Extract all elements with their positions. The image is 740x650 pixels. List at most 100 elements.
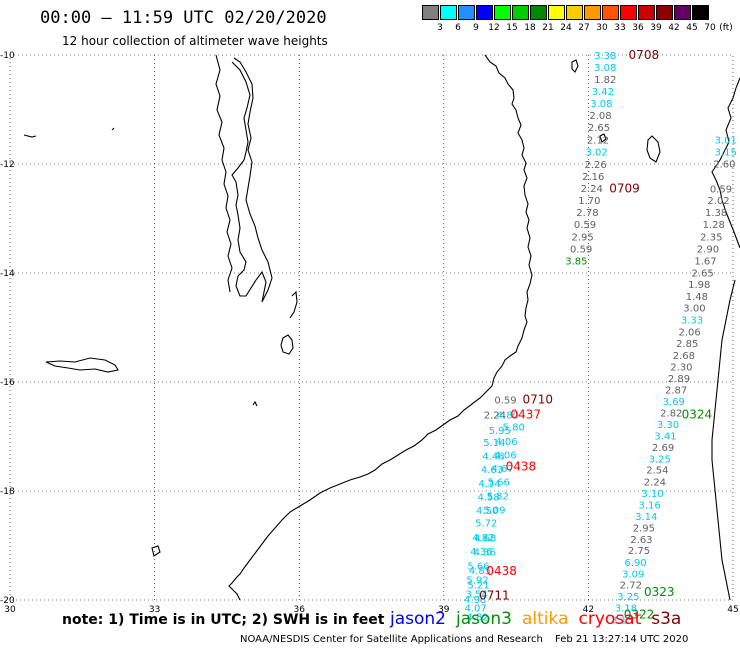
wave-height-value: 1.67	[694, 256, 716, 267]
wave-height-value: 2.63	[630, 535, 652, 546]
anjouan	[599, 133, 607, 143]
madagascar-west	[711, 279, 736, 601]
small-lake-west	[23, 134, 37, 138]
wave-height-value: 1.48	[686, 292, 708, 303]
wave-height-value: 5.72	[475, 519, 497, 530]
legend-bin-label: 9	[473, 23, 479, 33]
wave-height-value: 2.95	[571, 232, 593, 243]
legend-unit: (ft)	[719, 23, 733, 33]
wave-height-value: 5.82	[487, 491, 509, 502]
wave-height-value: 1.28	[703, 220, 725, 231]
legend-bin-label: 12	[488, 23, 500, 33]
wave-height-value: 2.02	[707, 196, 729, 207]
legend-swatch	[638, 5, 655, 20]
small-lake-east	[289, 290, 298, 319]
pass-time-label: 0323	[644, 585, 675, 599]
wave-height-value: 2.90	[697, 244, 719, 255]
wave-height-value: 3.14	[635, 512, 657, 523]
wave-height-value: 3.69	[663, 397, 685, 408]
wave-height-value: 2.54	[646, 466, 668, 477]
wave-height-value: 3.42	[592, 87, 614, 98]
wave-height-value: 2.95	[633, 524, 655, 535]
wave-height-value: 1.98	[688, 280, 710, 291]
wave-height-value: 2.65	[692, 268, 714, 279]
wave-height-value: 4.36	[470, 547, 492, 558]
lat-tick-label: -12	[0, 160, 15, 170]
wave-height-value: 0.59	[710, 185, 732, 196]
legend-swatch	[458, 5, 475, 20]
map-frame	[9, 54, 734, 601]
wave-height-value: 6.90	[625, 558, 647, 569]
wave-height-value: 2.65	[588, 123, 610, 134]
wave-height-value: 4.06	[495, 437, 517, 448]
satellite-name: altika	[522, 609, 569, 629]
wave-height-value: 3.85	[565, 256, 587, 267]
wave-height-value: 4.82	[472, 533, 494, 544]
legend-swatch	[476, 5, 493, 20]
lake-malawi	[231, 57, 273, 303]
latitude-labels: -10 -12 -14 -16 -18 -20	[0, 51, 15, 606]
legend-bin-label: 18	[524, 23, 536, 33]
wave-height-value: 5.80	[503, 423, 525, 434]
wave-height-value: 2.16	[582, 172, 604, 183]
wave-height-value: 4.36	[474, 547, 496, 558]
lake-chilwa	[280, 334, 294, 355]
legend-swatch	[494, 5, 511, 20]
lon-tick-label: 42	[583, 605, 594, 615]
legend-swatch	[692, 5, 709, 20]
wave-height-value: 3.54	[465, 589, 487, 600]
wave-height-value: 4.06	[494, 450, 516, 461]
observation-labels: 3.383.081.823.423.082.082.652.123.022.26…	[464, 51, 737, 627]
legend-swatch	[566, 5, 583, 20]
wave-height-value: 3.33	[681, 315, 703, 326]
wave-height-value: 2.69	[652, 443, 674, 454]
legend-swatch	[530, 5, 547, 20]
wave-height-value: 2.06	[678, 327, 700, 338]
wave-height-value: 2.12	[587, 135, 609, 146]
africa-coastline	[228, 54, 533, 601]
wave-height-value: 4.68	[474, 533, 496, 544]
lat-tick-label: -16	[0, 378, 15, 388]
wave-height-value: 5.09	[483, 506, 505, 517]
wave-height-value: 3.08	[594, 63, 616, 74]
wave-height-value: 5.14	[483, 438, 505, 449]
legend-swatch	[512, 5, 529, 20]
wave-height-value: 3.15	[715, 147, 737, 158]
pass-time-label: 0438	[506, 459, 537, 473]
wave-height-value: 3.09	[622, 569, 644, 580]
longitude-labels: 30 33 36 39 42 45	[4, 605, 738, 615]
legend-bin-label: 3	[437, 23, 443, 33]
satellite-name: jason3	[456, 609, 512, 629]
wave-height-value: 3.41	[654, 431, 676, 442]
pass-time-label: 0710	[523, 392, 554, 406]
wave-height-value: 3.00	[683, 303, 705, 314]
wave-height-value: 5.21	[467, 581, 489, 592]
wave-height-value: 4.85	[469, 566, 491, 577]
wave-height-value: 4.48	[482, 452, 504, 463]
wave-height-value: 3.10	[641, 489, 663, 500]
lat-tick-label: -10	[0, 51, 15, 61]
pass-time-labels: 0708 0709 0710 0437 0438 0438 0711 0324 0323 0322…	[479, 48, 712, 622]
page-title: 00:00 – 11:59 UTC 02/20/2020	[40, 8, 327, 28]
lat-tick-label: -14	[0, 269, 15, 279]
lat-tick-label: -20	[0, 596, 15, 606]
wave-height-value: 3.02	[585, 147, 607, 158]
wave-height-value: 3.38	[594, 51, 616, 62]
legend-bin-label: 27	[578, 23, 590, 33]
legend-swatch	[674, 5, 691, 20]
satellite-name: jason2	[390, 609, 446, 629]
wave-height-value: 4.50	[476, 506, 498, 517]
legend-bin-label: 42	[668, 23, 680, 33]
pass-time-label: 0437	[510, 408, 541, 422]
wave-height-value: 2.78	[576, 208, 598, 219]
wave-height-value: 3.13	[611, 616, 633, 627]
wave-height-value: 5.92	[466, 575, 488, 586]
wave-height-value: 2.72	[620, 581, 642, 592]
lake-cahora-bassa	[45, 357, 119, 373]
wave-height-value: 0.59	[570, 244, 592, 255]
wave-height-value: 4.82	[466, 612, 488, 623]
wave-height-value: 5.66	[467, 562, 489, 573]
wave-height-value: 2.24	[581, 184, 603, 195]
legend-swatch	[584, 5, 601, 20]
pass-time-label: 0709	[609, 182, 640, 196]
